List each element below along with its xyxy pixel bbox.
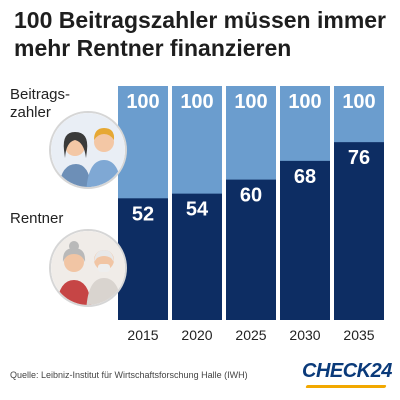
x-tick-2025: 2025 <box>235 327 266 343</box>
value-label-retirees-2020: 54 <box>186 199 209 221</box>
value-label-payers-2030: 100 <box>288 91 321 113</box>
value-label-payers-2020: 100 <box>180 91 213 113</box>
logo-swoosh <box>305 385 387 388</box>
young-people-icon <box>49 111 127 189</box>
x-tick-labels: 2015 2020 2025 2030 2035 <box>127 327 374 343</box>
bar-retirees-2020 <box>172 193 222 320</box>
value-label-payers-2015: 100 <box>126 91 159 113</box>
value-label-retirees-2030: 68 <box>294 166 316 188</box>
x-tick-2020: 2020 <box>181 327 212 343</box>
value-label-payers-2025: 100 <box>234 91 267 113</box>
bars-group: 100 52 100 54 100 60 100 68 100 76 <box>118 86 384 320</box>
chart-title: 100 Beitragszahler müssen immer mehr Ren… <box>14 7 387 61</box>
bar-retirees-2030 <box>280 160 330 320</box>
bar-retirees-2025 <box>226 179 276 320</box>
x-tick-2030: 2030 <box>289 327 320 343</box>
x-tick-2015: 2015 <box>127 327 158 343</box>
value-label-retirees-2025: 60 <box>240 185 262 207</box>
payers-label: Beitrags- zahler <box>10 86 70 122</box>
elderly-couple-icon <box>49 229 127 307</box>
bar-retirees-2035 <box>334 142 384 320</box>
payers-label-line1: Beitrags- <box>10 86 71 103</box>
value-label-retirees-2015: 52 <box>132 203 154 225</box>
value-label-payers-2035: 100 <box>342 91 375 113</box>
source-note: Quelle: Leibniz-Institut für Wirtschafts… <box>10 370 248 380</box>
value-label-retirees-2035: 76 <box>348 147 370 169</box>
check24-logo: CHECK24 <box>302 360 392 382</box>
retirees-label: Rentner <box>10 210 64 227</box>
x-tick-2035: 2035 <box>343 327 374 343</box>
payers-label-line2: zahler <box>10 104 51 121</box>
bar-retirees-2015 <box>118 198 168 320</box>
